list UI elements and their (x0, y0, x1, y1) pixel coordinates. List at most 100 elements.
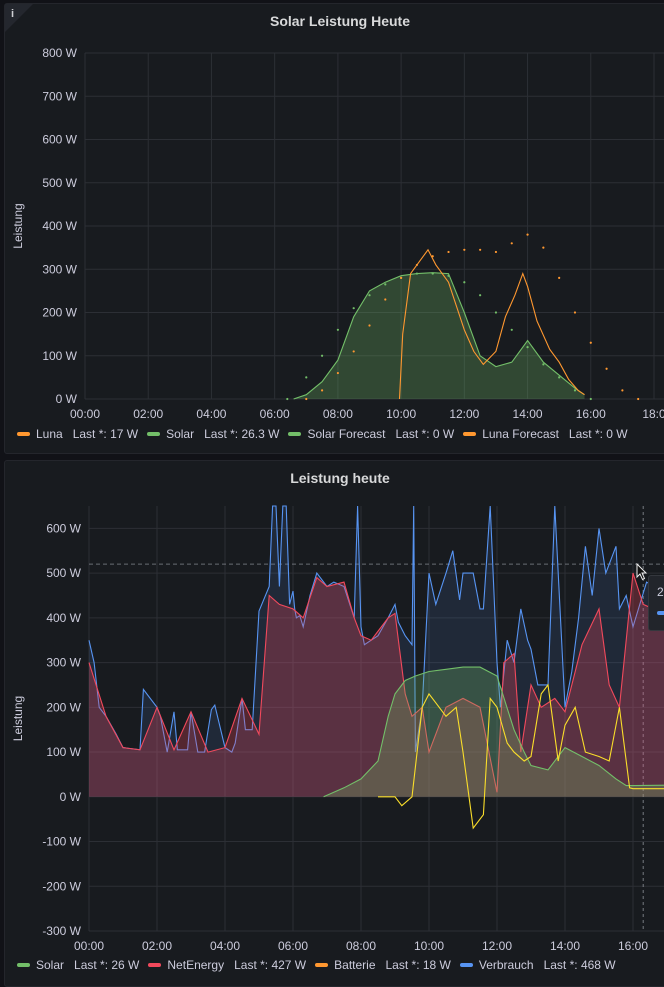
forecast-point (510, 328, 513, 331)
y-axis-label: Leistung (11, 203, 25, 248)
y-axis-label: Leistung (11, 696, 25, 741)
series-line (323, 666, 664, 798)
forecast-point (384, 298, 387, 301)
legend-swatch (17, 962, 30, 967)
forecast-point (542, 246, 545, 249)
forecast-point (589, 341, 592, 344)
y-tick-label: 700 W (42, 89, 77, 103)
y-tick-label: 500 W (46, 566, 81, 580)
forecast-point (510, 242, 513, 245)
series-area (89, 573, 664, 797)
y-tick-label: 100 W (46, 745, 81, 759)
series-netenergy (88, 572, 664, 797)
series-area (89, 506, 664, 797)
legend-last-value: Last *: 0 W (565, 427, 628, 441)
legend-swatch (147, 431, 161, 436)
x-tick-label: 10:00 (386, 407, 416, 421)
forecast-point (542, 363, 545, 366)
forecast-point (526, 233, 529, 236)
x-tick-label: 06:00 (260, 407, 290, 421)
forecast-point (336, 328, 339, 331)
forecast-point (573, 389, 577, 392)
mouse-pointer-icon (636, 563, 648, 581)
x-tick-label: 18:0 (642, 407, 664, 421)
series-line (398, 248, 585, 400)
forecast-point (463, 248, 466, 251)
legend-name: Solar Forecast (307, 427, 393, 441)
legend-item[interactable]: Solar Last *: 26.3 W (147, 427, 279, 441)
legend-last-value: Last *: 26 W (70, 958, 140, 972)
forecast-point (479, 248, 482, 251)
forecast-point (447, 274, 450, 277)
legend-item[interactable]: NetEnergy Last *: 427 W (148, 958, 306, 972)
forecast-point (320, 354, 324, 357)
leistung-chart[interactable]: -300 W -200 W -100 W 0 W 100 W 200 W 300 W 400 … (5, 461, 664, 986)
series-area (323, 667, 664, 797)
legend-name: NetEnergy (167, 958, 231, 972)
y-tick-label: 300 W (46, 656, 81, 670)
legend-last-value: Last *: 17 W (69, 427, 139, 441)
y-tick-label: 600 W (46, 521, 81, 535)
legend-name: Solar (36, 958, 71, 972)
series-line (88, 572, 664, 793)
forecast-point (637, 397, 640, 401)
legend-swatch (148, 962, 162, 967)
forecast-point (494, 250, 498, 254)
series-solar (323, 666, 664, 798)
forecast-point (431, 272, 434, 275)
info-icon[interactable]: i (11, 8, 15, 20)
forecast-point (384, 283, 387, 286)
legend-swatch (288, 431, 302, 436)
legend-last-value: Last *: 427 W (230, 958, 307, 972)
x-tick-label: 14:00 (550, 939, 580, 953)
x-tick-label: 08:00 (346, 939, 376, 953)
legend-item[interactable]: Batterie Last *: 18 W (315, 958, 451, 972)
x-tick-label: 00:00 (74, 939, 104, 953)
tooltip-time: 20 (657, 585, 664, 599)
legend-name: Solar (166, 427, 201, 441)
y-tick-label: 600 W (42, 133, 77, 147)
legend-swatch (459, 962, 473, 967)
legend-swatch (315, 962, 329, 967)
y-tick-label: -300 W (42, 924, 81, 938)
y-tick-label: -200 W (42, 879, 81, 893)
series-verbrauch (88, 505, 664, 797)
forecast-point (589, 397, 592, 401)
legend-item[interactable]: Luna Forecast Last *: 0 W (463, 427, 628, 441)
forecast-point (336, 371, 339, 375)
legend-item[interactable]: Verbrauch Last *: 468 W (459, 958, 616, 972)
forecast-point (352, 350, 355, 353)
forecast-point (368, 294, 371, 297)
legend-item[interactable]: Luna Last *: 17 W (17, 427, 138, 441)
y-tick-label: 300 W (42, 262, 77, 276)
solar-panel: i Solar Leistung Heute 0 W 100 W 200 W 300 … (4, 3, 664, 454)
legend-item[interactable]: Solar Forecast Last *: 0 W (288, 427, 454, 441)
tooltip-swatch (657, 611, 664, 615)
info-corner[interactable] (5, 4, 33, 32)
legend-last-value: Last *: 0 W (392, 427, 455, 441)
legend-name: Luna (36, 427, 70, 441)
forecast-point (415, 272, 419, 275)
forecast-point (526, 346, 529, 349)
legend-last-value: Last *: 468 W (540, 958, 616, 972)
y-tick-label: 0 W (60, 790, 82, 804)
forecast-point (305, 397, 308, 401)
forecast-point (320, 389, 324, 392)
legend-name: Verbrauch (478, 958, 541, 972)
y-tick-label: 800 W (42, 46, 77, 60)
y-tick-label: 0 W (56, 392, 78, 406)
series-luna-forecast (305, 233, 640, 401)
legend-last-value: Last *: 18 W (382, 958, 451, 972)
legend-item[interactable]: Solar Last *: 26 W (17, 958, 139, 972)
series-solar (293, 272, 585, 400)
series-luna (398, 248, 585, 400)
x-tick-label: 16:00 (576, 407, 606, 421)
y-tick-label: 500 W (42, 176, 77, 190)
legend-swatch (17, 431, 30, 436)
solar-chart[interactable]: 0 W 100 W 200 W 300 W 400 W 500 W 600 W 700 W 80… (5, 4, 664, 453)
x-tick-label: 10:00 (414, 939, 444, 953)
hover-tooltip: 20 (648, 575, 664, 631)
x-tick-label: 02:00 (133, 407, 163, 421)
x-tick-label: 06:00 (278, 939, 308, 953)
forecast-point (400, 276, 403, 279)
